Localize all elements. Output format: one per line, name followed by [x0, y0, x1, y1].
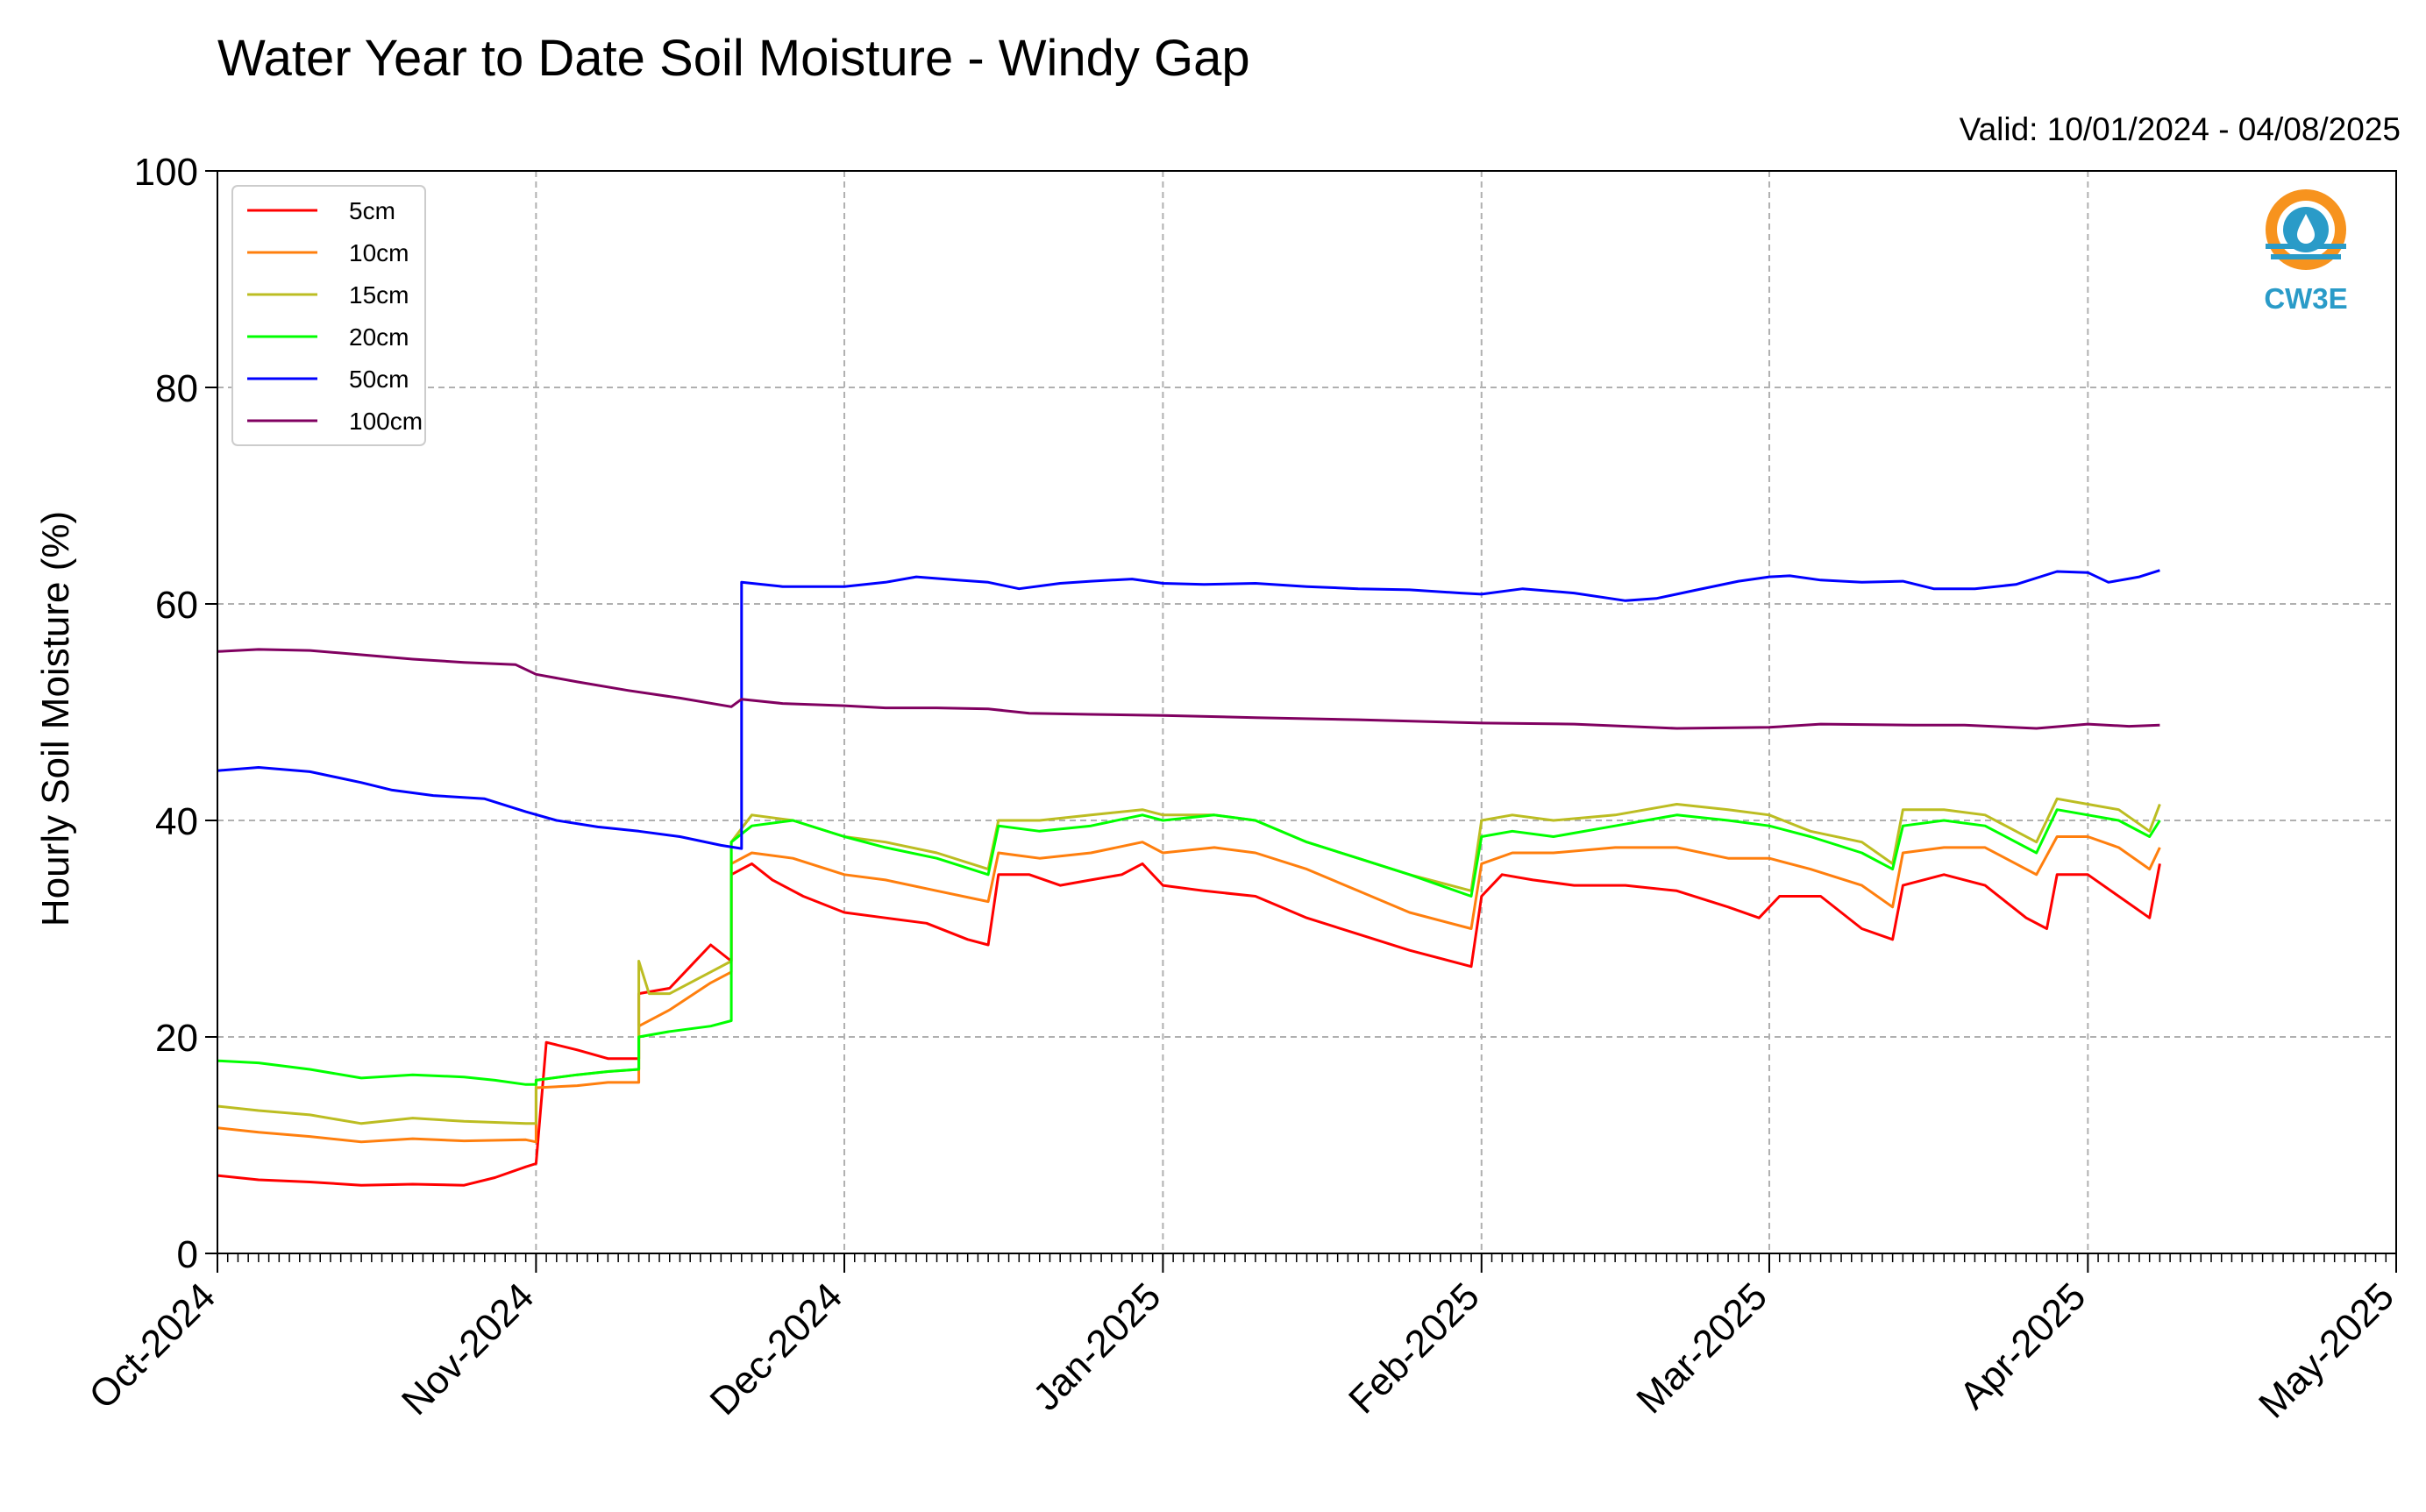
x-tick-label: Dec-2024	[702, 1274, 851, 1423]
y-tick-label: 80	[155, 367, 198, 410]
y-tick-label: 60	[155, 584, 198, 627]
legend-label-15cm: 15cm	[349, 281, 409, 309]
valid-date-range: Valid: 10/01/2024 - 04/08/2025	[1960, 111, 2401, 147]
x-tick-label: May-2025	[2251, 1274, 2402, 1426]
series-line-50cm	[217, 569, 2160, 850]
x-tick-label: Nov-2024	[394, 1274, 543, 1423]
legend-label-10cm: 10cm	[349, 239, 409, 266]
legend-label-100cm: 100cm	[349, 408, 423, 435]
gridlines	[217, 171, 2396, 1253]
legend-box	[231, 185, 426, 446]
x-tick-label: Feb-2025	[1341, 1274, 1488, 1422]
x-tick-label: Oct-2024	[81, 1274, 224, 1417]
legend-label-50cm: 50cm	[349, 366, 409, 393]
legend: 5cm 10cm 15cm 20cm 50cm 100cm	[231, 185, 426, 446]
series-line-5cm	[217, 862, 2161, 1187]
x-tick-label: Mar-2025	[1628, 1274, 1775, 1422]
series-line-15cm	[217, 797, 2161, 1125]
y-tick-label: 40	[155, 800, 198, 843]
y-axis-label: Hourly Soil Moisture (%)	[34, 511, 77, 926]
x-tick-label: Apr-2025	[1952, 1274, 2095, 1417]
legend-label-20cm: 20cm	[349, 323, 409, 351]
y-tick-label: 100	[134, 151, 198, 194]
chart-title: Water Year to Date Soil Moisture - Windy…	[217, 30, 1250, 87]
series-line-10cm	[217, 835, 2161, 1144]
axes: 0 20 40 60 80 100 Oct-2024 Nov-2024 Dec-2024 Jan-…	[81, 151, 2402, 1426]
series-line-20cm	[217, 808, 2161, 1086]
cw3e-logo: CW3E	[2264, 189, 2348, 315]
plot-frame	[217, 170, 2397, 1254]
series-lines	[217, 569, 2161, 1187]
y-tick-label: 0	[177, 1233, 198, 1276]
series-line-100cm	[217, 648, 2160, 730]
logo-text: CW3E	[2264, 282, 2347, 315]
x-tick-label: Jan-2025	[1025, 1274, 1169, 1418]
legend-label-5cm: 5cm	[349, 197, 395, 224]
water-drop-icon	[2297, 214, 2315, 244]
y-tick-label: 20	[155, 1017, 198, 1060]
